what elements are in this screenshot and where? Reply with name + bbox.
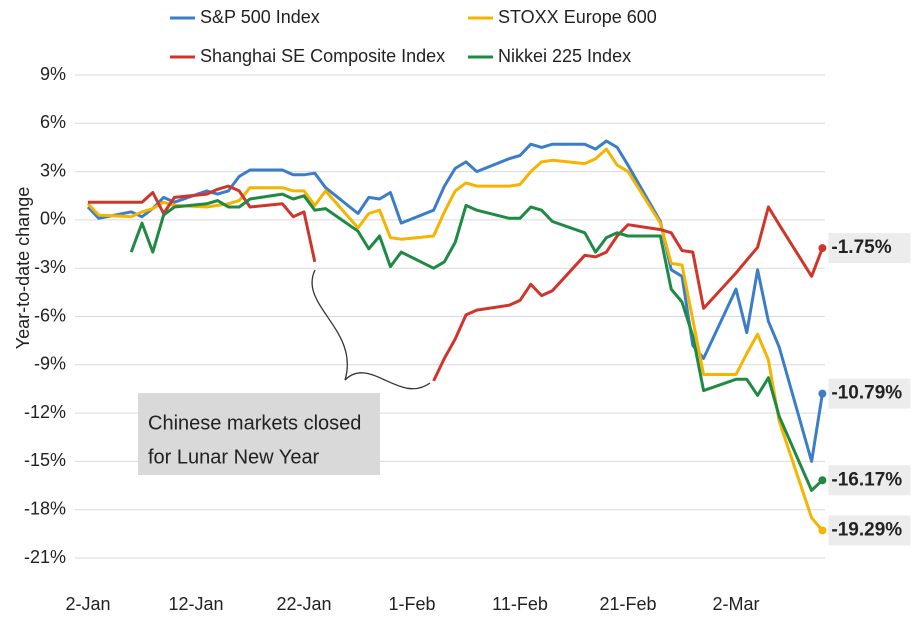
y-tick-label: 3% (40, 160, 66, 180)
y-tick-label: -15% (24, 450, 66, 470)
legend-label: STOXX Europe 600 (498, 7, 657, 27)
series-line (88, 184, 824, 382)
value-label-bg (828, 378, 911, 409)
y-tick-label: -9% (34, 354, 66, 374)
y-tick-label: -12% (24, 402, 66, 422)
y-tick-label: 0% (40, 209, 66, 229)
value-label: -19.29% (831, 519, 902, 540)
x-tick-label: 1-Feb (388, 594, 435, 614)
annotation-box (138, 393, 380, 475)
value-label: -10.79% (831, 383, 902, 404)
x-tick-label: 12-Jan (168, 594, 223, 614)
end-marker (818, 476, 827, 485)
value-label-bg (828, 233, 911, 264)
y-axis-label: Year-to-date change (13, 187, 33, 349)
series-line (86, 139, 824, 463)
annotation: Chinese markets closed (148, 412, 361, 434)
y-tick-label: -6% (34, 305, 66, 325)
y-tick-label: -21% (24, 547, 66, 567)
value-label: -16.17% (831, 469, 902, 490)
y-tick-label: 9% (40, 64, 66, 84)
value-label-bg (828, 515, 911, 546)
legend-label: Nikkei 225 Index (498, 46, 631, 66)
y-tick-label: -18% (24, 498, 66, 518)
x-tick-label: 2-Jan (65, 594, 110, 614)
y-tick-label: -3% (34, 257, 66, 277)
series-line (129, 192, 824, 492)
x-tick-label: 21-Feb (599, 594, 656, 614)
end-marker (818, 244, 827, 253)
series-line (86, 147, 824, 532)
y-tick-label: 6% (40, 112, 66, 132)
end-marker (818, 389, 827, 398)
value-label-bg (828, 465, 911, 496)
value-label: -1.75% (831, 237, 891, 258)
annotation-bracket (311, 269, 431, 390)
plot (75, 74, 827, 559)
legend-label: S&P 500 Index (200, 7, 320, 27)
x-tick-label: 11-Feb (492, 594, 548, 614)
legend-label: Shanghai SE Composite Index (200, 46, 445, 66)
x-tick-label: 22-Jan (276, 594, 331, 614)
annotation: for Lunar New Year (148, 446, 320, 468)
end-marker (818, 526, 827, 535)
x-tick-label: 2-Mar (712, 594, 759, 614)
